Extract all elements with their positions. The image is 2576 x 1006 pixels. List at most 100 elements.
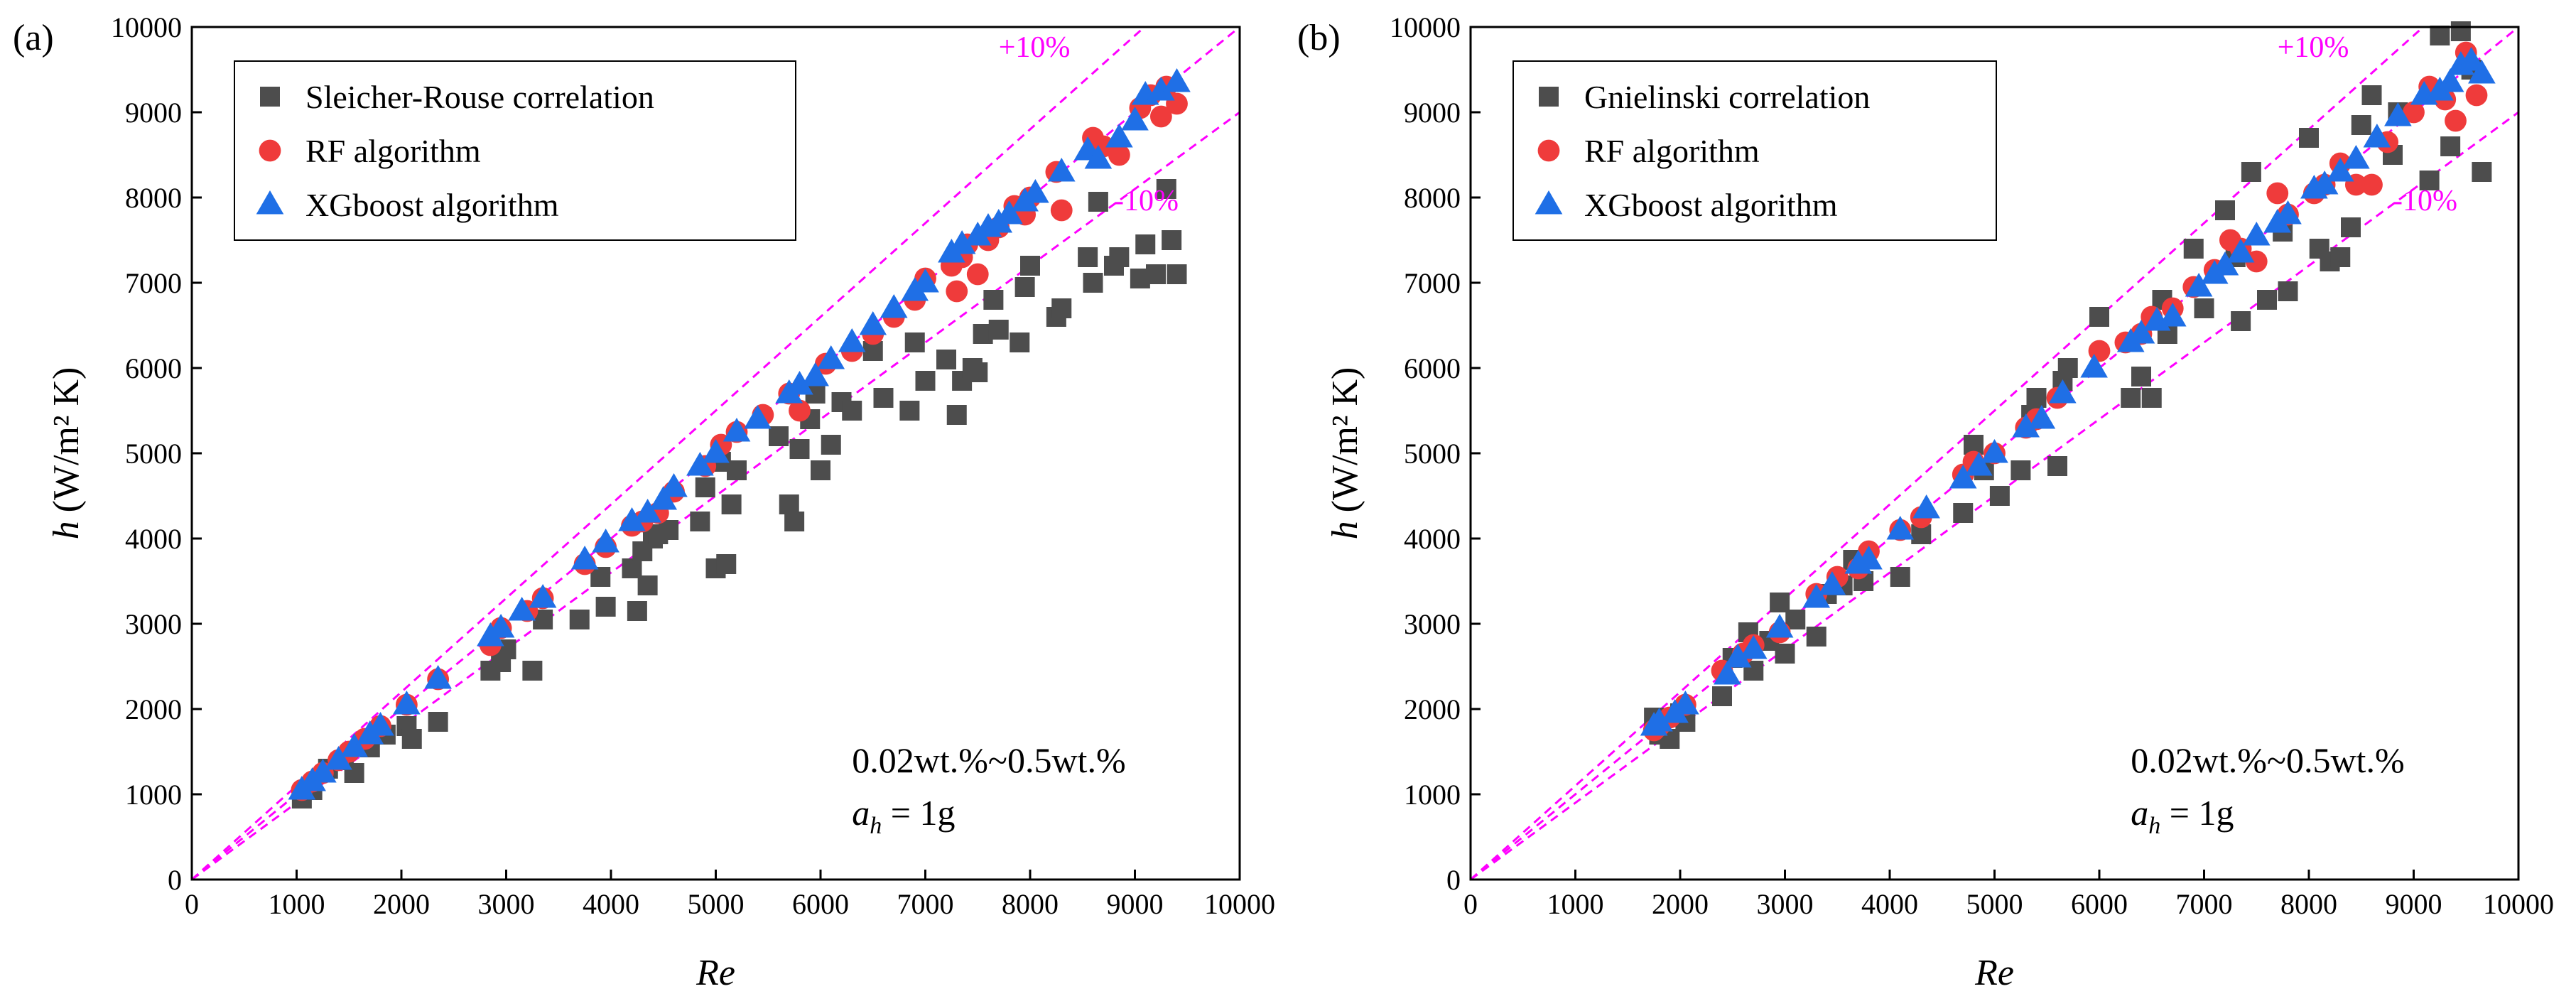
triangle-data-point [1672,691,1699,715]
x-tick-label: 3000 [478,888,535,920]
triangle-data-point [367,712,394,736]
y-axis-symbol: h [46,521,87,539]
triangle-data-point [2012,413,2040,438]
x-tick-label: 8000 [1002,888,1059,920]
triangle-data-point [424,665,452,689]
square-data-point [988,320,1009,340]
triangle-data-point [801,362,829,386]
square-data-point [1775,644,1795,664]
y-tick-label: 6000 [1404,352,1461,384]
square-data-point [1953,503,1974,523]
x-tick-label: 0 [1463,888,1478,920]
square-data-point [2299,128,2319,148]
square-data-point [2057,358,2078,378]
triangle-data-point [2080,354,2108,378]
legend-label: Sleicher-Rouse correlation [305,79,654,115]
square-data-point [1712,686,1732,706]
circle-data-point [1149,105,1172,128]
square-marker-icon [1539,87,1559,107]
square-data-point [789,439,810,459]
panel-label: (b) [1297,18,1341,58]
y-tick-label: 1000 [125,779,182,811]
triangle-marker-icon [1535,190,1563,215]
square-data-point [569,610,590,629]
square-data-point [2231,311,2251,331]
square-data-point [2419,171,2440,190]
square-data-point [983,290,1004,310]
legend-box [1512,60,1997,241]
square-data-point [2341,217,2361,237]
square-data-point [1167,264,1187,284]
triangle-data-point [2342,145,2370,169]
square-data-point [968,362,988,382]
square-data-point [2330,247,2351,267]
triangle-data-point [2274,200,2302,225]
square-data-point [727,460,747,480]
square-data-point [622,558,642,578]
triangle-data-point [618,507,646,531]
square-data-point [2131,367,2151,386]
triangle-data-point [1723,644,1752,668]
triangle-data-point [1714,661,1741,685]
triangle-data-point [1739,635,1768,659]
concentration-annotation: 0.02wt.%~0.5wt.% [852,740,1125,780]
triangle-data-point [1765,614,1794,638]
data-points [288,68,1191,808]
x-tick-label: 0 [185,888,199,920]
triangle-data-point [309,759,337,783]
circle-data-point [1108,144,1130,166]
triangle-data-point [1965,452,1993,476]
x-tick-label: 2000 [1652,888,1709,920]
concentration-annotation: 0.02wt.%~0.5wt.% [2131,740,2404,780]
y-tick-label: 5000 [125,438,182,470]
x-axis-title: Re [696,953,735,993]
y-tick-label: 8000 [125,182,182,214]
plot-frame [1469,26,2520,881]
y-tick-label: 1000 [1404,779,1461,811]
y-tick-label: 6000 [125,352,182,384]
y-tick-label: 4000 [125,523,182,555]
triangle-data-point [786,371,813,395]
triangle-data-point [2185,273,2213,297]
triangle-data-point [744,405,772,429]
y-tick-label: 7000 [1404,267,1461,299]
square-data-point [428,712,448,732]
triangle-data-point [686,452,714,476]
upper-band-label: +10% [999,31,1071,64]
square-data-point [2472,162,2492,182]
triangle-data-point [340,733,368,757]
square-data-point [2141,388,2162,408]
triangle-data-point [1981,439,2008,463]
data-points [1640,21,2496,749]
circle-marker-icon [259,139,281,162]
square-data-point [522,661,543,681]
triangle-data-point [995,200,1023,225]
x-tick-label: 9000 [1107,888,1164,920]
y-tick-label: 10000 [1390,11,1461,43]
square-data-point [1785,610,1806,629]
triangle-data-point [660,473,688,497]
legend-label: Gnielinski correlation [1584,79,1870,115]
square-data-point [1083,273,1103,293]
lower-band-label: -10% [2393,185,2457,217]
legend-item-correlation: Gnielinski correlation [1539,79,1870,115]
square-data-point [716,554,737,574]
square-data-point [1989,486,2010,506]
square-data-point [821,435,841,455]
square-data-point [627,601,647,621]
square-data-point [784,512,805,531]
square-data-point [2047,456,2067,476]
y-tick-label: 2000 [1404,693,1461,725]
legend-item-correlation: Sleicher-Rouse correlation [260,79,654,115]
triangle-data-point [508,597,536,621]
square-data-point [1890,567,1910,587]
square-data-point [2183,239,2204,259]
x-tick-label: 2000 [373,888,430,920]
triangle-data-point [1855,546,1883,570]
triangle-data-point [1912,494,1940,519]
legend-label: RF algorithm [1584,133,1760,169]
square-data-point [1014,277,1035,297]
triangle-data-point [2310,171,2339,195]
